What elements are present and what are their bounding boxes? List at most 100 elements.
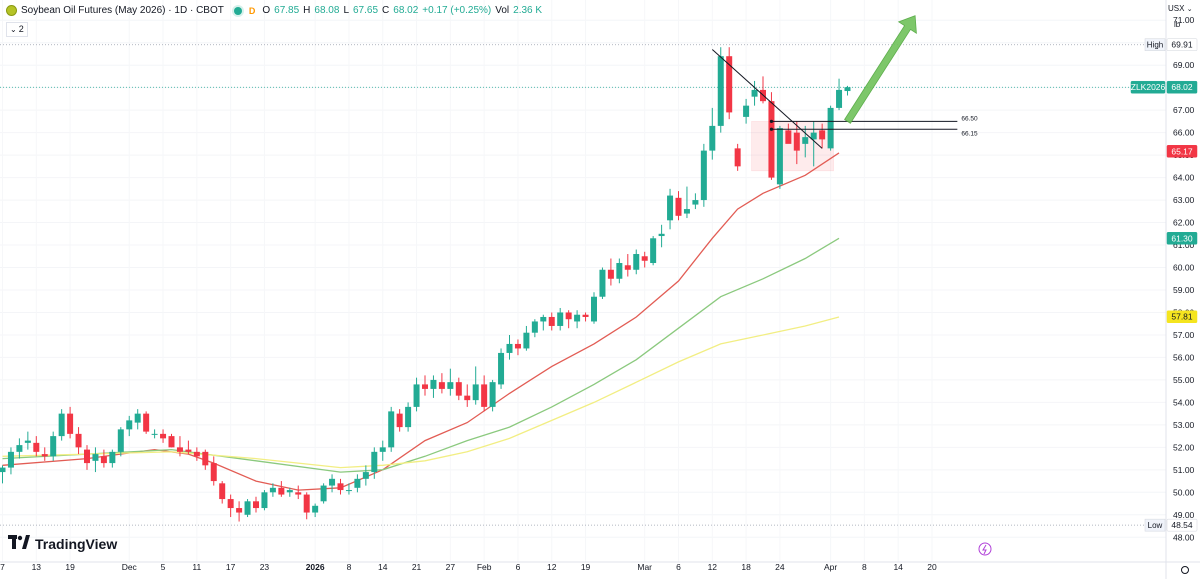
- candle-body: [33, 442, 40, 452]
- ohlc-high: 68.08: [314, 5, 340, 16]
- candle: [7, 447, 14, 475]
- candle-body: [7, 451, 14, 468]
- candle: [667, 188, 674, 230]
- candle: [633, 249, 640, 275]
- candle: [776, 125, 783, 189]
- candle: [193, 447, 200, 461]
- candle-body: [447, 382, 454, 389]
- candle: [692, 193, 699, 210]
- x-tick-label: 24: [775, 562, 785, 572]
- candle-body: [210, 463, 217, 482]
- candle-body: [455, 382, 462, 396]
- currency-selector[interactable]: USX ⌄: [1168, 4, 1193, 13]
- candle-body: [548, 316, 555, 326]
- x-tick-label: 13: [32, 562, 42, 572]
- candle: [84, 445, 90, 470]
- candle-body: [345, 490, 352, 492]
- candle-body: [134, 413, 141, 423]
- annotations: 66.50 66.15: [711, 15, 978, 149]
- candle: [565, 310, 572, 329]
- candle: [371, 447, 378, 479]
- x-tick-label: 7: [0, 562, 5, 572]
- candle: [582, 312, 589, 322]
- level-tag-low: Low: [1148, 521, 1163, 530]
- price-badge-box: [1166, 80, 1198, 94]
- candle: [41, 447, 48, 461]
- candle-body: [236, 508, 243, 513]
- candle: [388, 406, 395, 452]
- x-tick-label: 27: [446, 562, 456, 572]
- currency-label: USX: [1168, 4, 1185, 13]
- candle: [548, 312, 555, 331]
- candle-body: [489, 382, 496, 407]
- candle: [269, 483, 276, 497]
- level-line-label: 66.50: [961, 115, 978, 122]
- chevron-down-icon: ⌄: [10, 25, 17, 34]
- x-tick-label: 5: [161, 562, 166, 572]
- x-tick-label: 17: [226, 562, 236, 572]
- x-tick-label: 8: [347, 562, 352, 572]
- candle: [531, 319, 538, 338]
- candle: [50, 431, 57, 461]
- candle-body: [41, 454, 48, 457]
- price-badge: ZLK2026: [1131, 82, 1166, 92]
- y-tick-label: 48.00: [1173, 532, 1195, 542]
- candle-body: [185, 449, 192, 452]
- price-badge-box: [1166, 232, 1198, 245]
- candle-body: [802, 137, 809, 144]
- price-badge-box: [1166, 38, 1198, 51]
- candle-body: [574, 314, 581, 322]
- candle-body: [717, 56, 724, 126]
- price-badge-box: [1166, 310, 1198, 323]
- candle: [844, 85, 851, 96]
- candle-body: [565, 312, 572, 320]
- ohlc-high-key: H: [303, 5, 311, 16]
- candle-body: [413, 384, 420, 407]
- ohlc-low-key: L: [343, 5, 349, 16]
- candle: [430, 375, 437, 398]
- candle: [641, 251, 648, 268]
- y-tick-label: 50.00: [1173, 487, 1195, 497]
- y-tick-label: 51.00: [1173, 465, 1195, 475]
- candle-body: [464, 395, 471, 401]
- candle: [345, 483, 352, 495]
- candle: [793, 121, 800, 165]
- candle: [751, 80, 758, 106]
- candle-body: [244, 501, 251, 515]
- tradingview-logo[interactable]: TradingView: [8, 535, 117, 553]
- candle-body: [641, 256, 648, 261]
- candle: [253, 496, 259, 513]
- ohlc-low: 67.65: [353, 5, 379, 16]
- y-tick-label: 56.00: [1173, 352, 1195, 362]
- indicator-count: 2: [18, 24, 24, 34]
- candle-body: [675, 197, 682, 216]
- y-tick-label: 60.00: [1173, 263, 1195, 273]
- candle: [768, 92, 775, 180]
- indicators-collapse-button[interactable]: ⌄ 2: [6, 22, 28, 37]
- candle-body: [844, 87, 851, 92]
- x-tick-label: 12: [708, 562, 718, 572]
- unit-label: lb: [1174, 20, 1181, 29]
- price-badge-box: [1166, 145, 1198, 158]
- candle: [422, 375, 428, 396]
- x-tick-label: 20: [927, 562, 937, 572]
- candle-body: [227, 499, 234, 509]
- candle: [244, 499, 251, 518]
- candle: [438, 373, 445, 394]
- symbol-title[interactable]: Soybean Oil Futures (May 2026) · 1D · CB…: [21, 5, 224, 16]
- candle-body: [726, 56, 733, 113]
- candle: [396, 409, 403, 432]
- candle: [709, 107, 716, 160]
- candle: [379, 440, 386, 461]
- candle: [557, 307, 564, 331]
- candle-body: [667, 195, 674, 221]
- candle-body: [295, 492, 302, 495]
- candle: [785, 123, 792, 144]
- candle: [540, 314, 547, 331]
- y-tick-label: 71.00: [1173, 15, 1195, 25]
- candle-body: [371, 451, 378, 473]
- candle: [616, 258, 623, 284]
- volume-key: Vol: [495, 5, 510, 16]
